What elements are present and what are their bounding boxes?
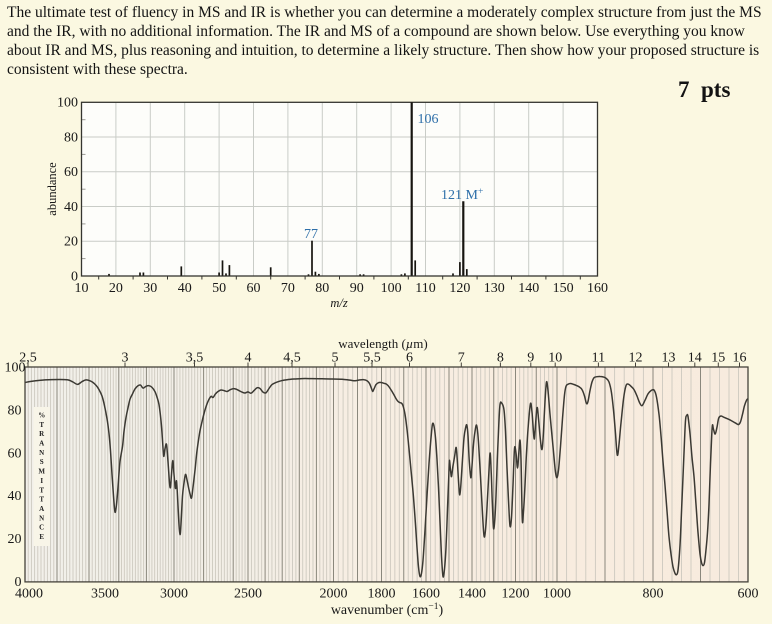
svg-text:0: 0 xyxy=(15,575,22,590)
svg-text:2000: 2000 xyxy=(320,587,348,602)
svg-text:S: S xyxy=(40,458,44,466)
svg-text:N: N xyxy=(39,449,44,457)
svg-text:abundance: abundance xyxy=(45,162,59,216)
svg-text:106: 106 xyxy=(418,112,439,127)
svg-text:E: E xyxy=(39,533,44,541)
svg-text:4: 4 xyxy=(245,351,252,366)
svg-text:77: 77 xyxy=(304,227,318,242)
svg-text:8: 8 xyxy=(497,351,504,366)
svg-text:121 M+: 121 M+ xyxy=(441,187,483,203)
svg-text:12: 12 xyxy=(629,351,643,366)
svg-text:800: 800 xyxy=(643,587,664,602)
svg-text:16: 16 xyxy=(733,351,747,366)
svg-text:A: A xyxy=(39,505,44,513)
svg-text:1400: 1400 xyxy=(458,587,486,602)
svg-text:40: 40 xyxy=(8,489,22,504)
svg-text:T: T xyxy=(39,421,44,429)
svg-text:R: R xyxy=(39,430,45,438)
svg-text:T: T xyxy=(39,486,44,494)
svg-text:5,5: 5,5 xyxy=(363,351,381,366)
svg-text:1600: 1600 xyxy=(412,587,440,602)
svg-text:40: 40 xyxy=(64,200,78,215)
svg-text:m/z: m/z xyxy=(330,296,348,310)
svg-text:30: 30 xyxy=(143,281,157,296)
svg-text:0: 0 xyxy=(71,269,78,284)
svg-text:2500: 2500 xyxy=(234,587,262,602)
svg-text:100: 100 xyxy=(57,96,78,111)
svg-text:70: 70 xyxy=(281,281,295,296)
svg-text:140: 140 xyxy=(518,281,539,296)
svg-text:1000: 1000 xyxy=(543,587,571,602)
svg-text:wavelength (µm): wavelength (µm) xyxy=(338,336,427,351)
svg-text:10: 10 xyxy=(548,351,562,366)
svg-text:T: T xyxy=(39,496,44,504)
svg-text:C: C xyxy=(39,524,44,532)
svg-text:80: 80 xyxy=(8,403,22,418)
svg-text:3500: 3500 xyxy=(91,587,119,602)
svg-text:2,5: 2,5 xyxy=(19,351,37,366)
svg-text:1800: 1800 xyxy=(368,587,396,602)
svg-text:14: 14 xyxy=(688,351,702,366)
svg-text:1200: 1200 xyxy=(502,587,530,602)
svg-text:3,5: 3,5 xyxy=(186,351,204,366)
svg-text:13: 13 xyxy=(662,351,676,366)
svg-text:%: % xyxy=(38,412,45,420)
svg-text:110: 110 xyxy=(415,281,435,296)
svg-text:50: 50 xyxy=(212,281,226,296)
svg-text:100: 100 xyxy=(381,281,402,296)
svg-text:80: 80 xyxy=(315,281,329,296)
svg-text:60: 60 xyxy=(8,446,22,461)
svg-text:130: 130 xyxy=(484,281,505,296)
svg-text:160: 160 xyxy=(587,281,608,296)
svg-text:4000: 4000 xyxy=(15,587,43,602)
svg-text:20: 20 xyxy=(109,281,123,296)
svg-text:4,5: 4,5 xyxy=(283,351,301,366)
svg-text:3: 3 xyxy=(122,351,129,366)
svg-text:40: 40 xyxy=(178,281,192,296)
svg-text:20: 20 xyxy=(8,532,22,547)
svg-text:15: 15 xyxy=(711,351,725,366)
svg-text:60: 60 xyxy=(64,165,78,180)
svg-text:600: 600 xyxy=(738,587,759,602)
svg-text:7: 7 xyxy=(458,351,465,366)
svg-text:80: 80 xyxy=(64,130,78,145)
svg-text:11: 11 xyxy=(592,351,605,366)
svg-text:6: 6 xyxy=(406,351,413,366)
svg-text:M: M xyxy=(38,468,45,476)
svg-text:60: 60 xyxy=(247,281,261,296)
svg-text:20: 20 xyxy=(64,235,78,250)
svg-text:100: 100 xyxy=(5,360,26,375)
svg-text:A: A xyxy=(39,440,44,448)
svg-text:150: 150 xyxy=(553,281,574,296)
svg-text:3000: 3000 xyxy=(160,587,188,602)
svg-text:wavenumber (cm−1): wavenumber (cm−1) xyxy=(331,602,444,618)
svg-text:I: I xyxy=(40,477,43,485)
svg-text:9: 9 xyxy=(527,351,534,366)
svg-text:90: 90 xyxy=(350,281,364,296)
svg-text:5: 5 xyxy=(332,351,339,366)
svg-text:120: 120 xyxy=(449,281,470,296)
svg-text:10: 10 xyxy=(75,281,89,296)
svg-text:N: N xyxy=(39,514,44,522)
